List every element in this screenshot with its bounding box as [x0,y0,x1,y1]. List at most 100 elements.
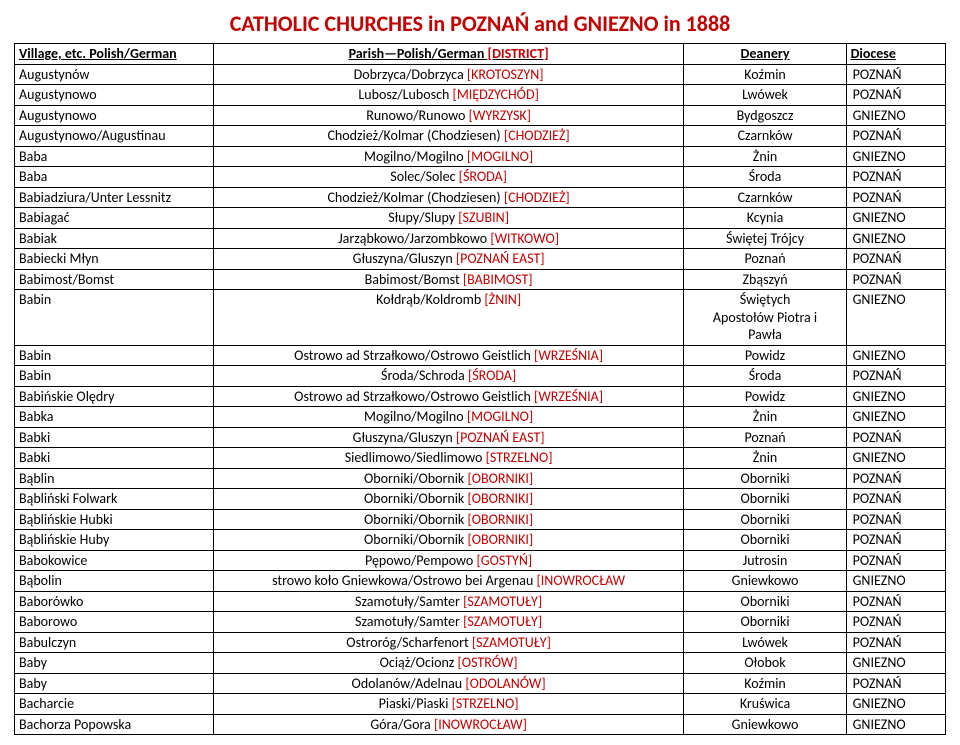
cell-parish: Ostroróg/Scharfenort [SZAMOTUŁY] [213,632,684,653]
district-tag: [CHODZIEŻ] [504,127,570,144]
table-row: AugustynowoLubosz/Lubosch [MIĘDZYCHÓD]Lw… [15,85,946,106]
cell-parish: Jarząbkowo/Jarzombkowo [WITKOWO] [213,228,684,249]
cell-parish: Runowo/Runowo [WYRZYSK] [213,105,684,126]
cell-village: Babiadziura/Unter Lessnitz [15,187,214,208]
table-row: BabaSolec/Solec [ŚRODA]ŚrodaPOZNAŃ [15,167,946,188]
cell-village: Baba [15,167,214,188]
cell-diocese: GNIEZNO [846,714,945,735]
district-tag: [ŚRODA] [468,367,516,384]
cell-deanery: Lwówek [684,632,846,653]
cell-diocese: POZNAŃ [846,530,945,551]
cell-diocese: POZNAŃ [846,427,945,448]
table-row: BabinOstrowo ad Strzałkowo/Ostrowo Geist… [15,345,946,366]
cell-diocese: POZNAŃ [846,269,945,290]
cell-deanery: Środa [684,366,846,387]
table-row: BabiakJarząbkowo/Jarzombkowo [WITKOWO]Św… [15,228,946,249]
cell-parish: Odolanów/Adelnau [ODOLANÓW] [213,673,684,694]
cell-village: Baby [15,673,214,694]
cell-village: Augustynowo [15,85,214,106]
cell-diocese: GNIEZNO [846,448,945,469]
cell-deanery: Świętych Apostołów Piotra i Pawła [684,290,846,346]
district-tag: [CHODZIEŻ] [504,189,570,206]
cell-deanery: Żnin [684,146,846,167]
cell-parish: Mogilno/Mogilno [MOGILNO] [213,407,684,428]
district-tag: [WRZEŚNIA] [534,388,603,405]
table-row: BabkaMogilno/Mogilno [MOGILNO]ŻninGNIEZN… [15,407,946,428]
cell-village: Baborowo [15,612,214,633]
district-tag: [POZNAŃ EAST] [456,429,545,446]
table-row: Babiecki MłynGłuszyna/Gluszyn [POZNAŃ EA… [15,249,946,270]
cell-diocese: POZNAŃ [846,509,945,530]
cell-village: Bacharcie [15,694,214,715]
cell-diocese: POZNAŃ [846,489,945,510]
cell-parish: Góra/Gora [INOWROCŁAW] [213,714,684,735]
district-tag: [OBORNIKI] [467,531,533,548]
cell-diocese: GNIEZNO [846,228,945,249]
cell-diocese: POZNAŃ [846,366,945,387]
cell-diocese: POZNAŃ [846,126,945,147]
district-tag: [OBORNIKI] [467,490,533,507]
cell-deanery: Powidz [684,345,846,366]
district-tag: [GOSTYŃ] [476,552,532,569]
district-tag: [POZNAŃ EAST] [456,250,545,267]
cell-deanery: Kcynia [684,208,846,229]
cell-parish: Ociąż/Ocionz [OSTRÓW] [213,653,684,674]
cell-parish: Siedlimowo/Siedlimowo [STRZELNO] [213,448,684,469]
church-table: Village, etc. Polish/German Parish—Polis… [14,43,946,735]
cell-deanery: Poznań [684,249,846,270]
cell-deanery: Żnin [684,407,846,428]
table-row: BabinKołdrąb/Koldromb [ŻNIN]Świętych Apo… [15,290,946,346]
district-tag: [WRZEŚNIA] [534,347,603,364]
header-row: Village, etc. Polish/German Parish—Polis… [15,44,946,65]
cell-diocese: GNIEZNO [846,208,945,229]
cell-parish: Oborniki/Obornik [OBORNIKI] [213,530,684,551]
district-tag: [OSTRÓW] [458,654,518,671]
district-tag: [MIĘDZYCHÓD] [453,86,539,103]
district-tag: [STRZELNO] [452,695,519,712]
cell-parish: Mogilno/Mogilno [MOGILNO] [213,146,684,167]
cell-diocese: GNIEZNO [846,407,945,428]
district-tag: [SZAMOTUŁY] [472,634,551,651]
cell-village: Babiak [15,228,214,249]
cell-village: Augustynowo/Augustinau [15,126,214,147]
cell-village: Bąbliński Folwark [15,489,214,510]
cell-village: Bachorza Popowska [15,714,214,735]
cell-diocese: POZNAŃ [846,550,945,571]
cell-deanery: Koźmin [684,64,846,85]
district-tag: [SZAMOTUŁY] [463,613,542,630]
cell-parish: Głuszyna/Gluszyn [POZNAŃ EAST] [213,249,684,270]
cell-village: Babka [15,407,214,428]
cell-parish: Ostrowo ad Strzałkowo/Ostrowo Geistlich … [213,386,684,407]
district-tag: [BABIMOST] [463,271,533,288]
cell-deanery: Kruświca [684,694,846,715]
district-tag: [ODOLANÓW] [465,675,545,692]
cell-parish: Oborniki/Obornik [OBORNIKI] [213,489,684,510]
cell-diocese: GNIEZNO [846,653,945,674]
cell-deanery: Oborniki [684,530,846,551]
district-tag: [MOGILNO] [467,408,533,425]
table-row: BabaMogilno/Mogilno [MOGILNO]ŻninGNIEZNO [15,146,946,167]
cell-diocese: POZNAŃ [846,167,945,188]
cell-village: Babki [15,448,214,469]
cell-diocese: POZNAŃ [846,632,945,653]
cell-village: Bąblińskie Hubki [15,509,214,530]
table-row: Bąbliński FolwarkOborniki/Obornik [OBORN… [15,489,946,510]
cell-parish: Oborniki/Obornik [OBORNIKI] [213,509,684,530]
table-row: BabokowicePępowo/Pempowo [GOSTYŃ]Jutrosi… [15,550,946,571]
table-row: BąblinOborniki/Obornik [OBORNIKI]Obornik… [15,468,946,489]
cell-village: Babin [15,290,214,346]
cell-village: Bąblińskie Huby [15,530,214,551]
table-row: Babiadziura/Unter LessnitzChodzież/Kolma… [15,187,946,208]
cell-diocese: GNIEZNO [846,571,945,592]
district-tag: [STRZELNO] [486,449,553,466]
table-row: Augustynowo/AugustinauChodzież/Kolmar (C… [15,126,946,147]
cell-parish: Słupy/Slupy [SZUBIN] [213,208,684,229]
cell-village: Augustynowo [15,105,214,126]
table-row: BabyOciąż/Ocionz [OSTRÓW]OłobokGNIEZNO [15,653,946,674]
cell-diocese: GNIEZNO [846,146,945,167]
cell-village: Baby [15,653,214,674]
cell-deanery: Oborniki [684,591,846,612]
cell-parish: Babimost/Bomst [BABIMOST] [213,269,684,290]
district-tag: [INOWROCŁAW [536,572,625,589]
cell-diocese: GNIEZNO [846,694,945,715]
